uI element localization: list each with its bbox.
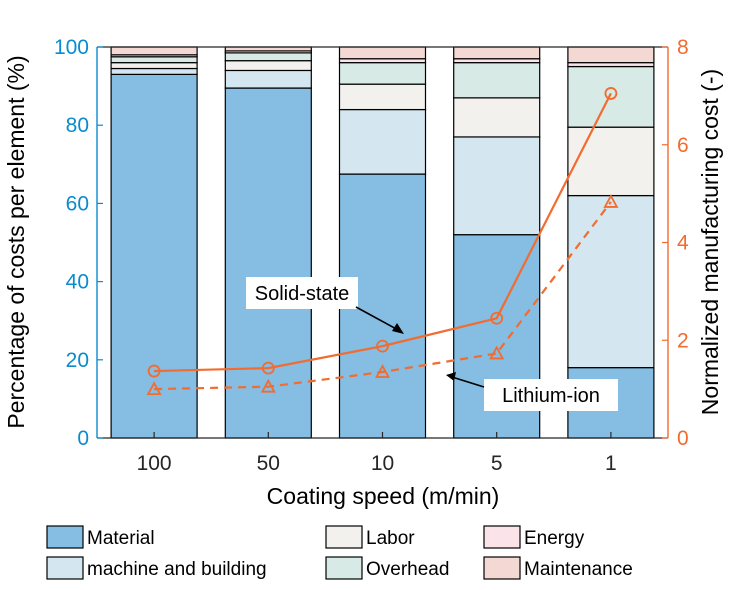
annotation-lithium-ion-arrow — [451, 376, 485, 388]
x-tick-label-5: 5 — [491, 452, 503, 475]
y-tick-label-60: 60 — [66, 192, 89, 215]
bar-overhead-1 — [567, 65, 655, 128]
point-solid-state-10 — [376, 339, 389, 353]
point-solid-state-5 — [490, 311, 504, 325]
y-tick-label-80: 80 — [66, 114, 89, 137]
point-lithium-ion-50 — [260, 378, 276, 393]
bar-machine-and-building-1 — [567, 194, 655, 369]
line-lithium-ion — [154, 201, 612, 391]
annotation-lithium-ion-box — [484, 379, 618, 411]
point-solid-state-50 — [261, 361, 275, 375]
bar-machine-and-building-50 — [224, 69, 312, 89]
annotation-solid-state-box — [246, 277, 358, 309]
annotation-lithium-ion-arrowhead — [446, 372, 456, 381]
legend-swatch-overhead — [325, 556, 363, 580]
legend-swatch-maintenance — [483, 556, 521, 580]
y-tick-label-20: 20 — [66, 349, 89, 372]
annotation-solid-state-arrowhead — [392, 323, 404, 334]
bar-material-50 — [224, 87, 312, 439]
point-lithium-ion-10 — [374, 364, 391, 378]
bar-machine-and-building-100 — [110, 67, 198, 75]
bars-layer — [110, 46, 655, 439]
legend-label-labor: Labor — [366, 528, 415, 549]
x-tick-label-10: 10 — [371, 452, 394, 475]
axes-layer: 0 20 40 60 80 100 0 2 4 6 8 100 50 10 5 1 — [54, 36, 689, 475]
y2-tick-label-4: 4 — [677, 232, 689, 255]
legend-label-energy: Energy — [524, 528, 585, 549]
bar-labor-10 — [338, 83, 427, 111]
bar-maintenance-5 — [453, 46, 541, 60]
x-tick-label-1: 1 — [605, 452, 617, 475]
annotation-solid-state-arrow — [355, 306, 401, 332]
bar-labor-50 — [224, 60, 312, 72]
bar-overhead-100 — [110, 56, 198, 64]
legend: Material Labor Energy machine and building O… — [46, 525, 633, 580]
point-lithium-ion-1 — [603, 194, 619, 208]
point-lithium-ion-100 — [146, 381, 162, 396]
x-tick-label-50: 50 — [257, 452, 280, 475]
annotation-solid-state: Solid-state — [246, 277, 404, 334]
y2-tick-label-0: 0 — [677, 427, 689, 450]
bar-maintenance-100 — [110, 46, 198, 56]
y-tick-label-100: 100 — [54, 36, 89, 59]
legend-label-maintenance: Maintenance — [524, 559, 633, 580]
bar-overhead-50 — [224, 52, 312, 62]
x-axis-title: Coating speed (m/min) — [267, 483, 500, 509]
bar-machine-and-building-10 — [338, 108, 427, 175]
y-tick-label-0: 0 — [77, 427, 89, 450]
legend-label-material: Material — [87, 528, 155, 549]
bar-overhead-5 — [453, 62, 541, 99]
annotation-lithium-ion: Lithium-ion — [446, 372, 618, 411]
y2-tick-label-2: 2 — [677, 329, 689, 352]
y-tick-label-40: 40 — [66, 271, 89, 294]
y2-tick-label-6: 6 — [677, 134, 689, 157]
x-tick-label-100: 100 — [137, 452, 172, 475]
bar-maintenance-1 — [567, 46, 655, 64]
bar-overhead-10 — [338, 62, 427, 85]
y-axis-title: Percentage of costs per element (%) — [3, 55, 29, 428]
annotation-lithium-ion-label: Lithium-ion — [502, 385, 600, 407]
bar-labor-100 — [110, 62, 198, 70]
legend-label-overhead: Overhead — [366, 559, 449, 580]
point-solid-state-1 — [604, 87, 618, 100]
legend-swatch-material — [46, 525, 84, 549]
legend-label-machine-and-building: machine and building — [87, 559, 267, 580]
lines-layer — [146, 87, 619, 396]
bar-labor-5 — [453, 97, 541, 138]
bar-maintenance-10 — [338, 46, 427, 60]
legend-swatch-labor — [325, 525, 363, 549]
point-solid-state-100 — [147, 364, 161, 378]
y2-tick-label-8: 8 — [677, 36, 689, 59]
bar-labor-1 — [567, 126, 655, 197]
line-solid-state — [154, 92, 612, 373]
annotation-solid-state-label: Solid-state — [255, 283, 350, 305]
bar-machine-and-building-5 — [453, 136, 541, 236]
legend-swatch-machine-and-building — [46, 556, 84, 580]
legend-swatch-energy — [483, 525, 521, 549]
point-lithium-ion-5 — [489, 345, 505, 360]
y2-axis-title: Normalized manufacturing cost (-) — [697, 69, 723, 415]
